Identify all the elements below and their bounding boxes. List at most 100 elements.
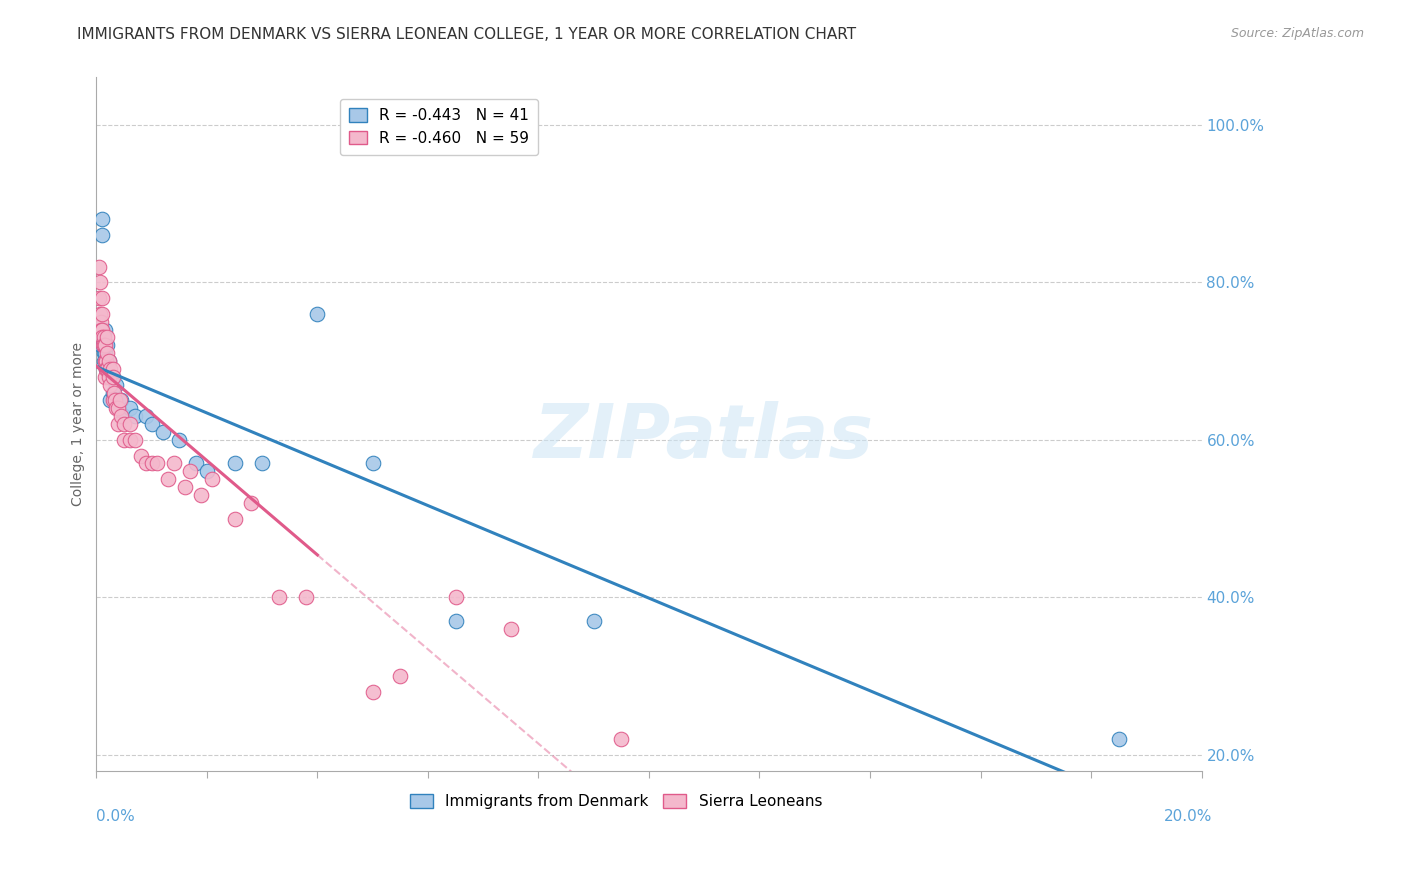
Point bbox=[107, 401, 129, 416]
Point bbox=[90, 338, 112, 352]
Point bbox=[141, 457, 163, 471]
Text: 0.0%: 0.0% bbox=[97, 809, 135, 824]
Point bbox=[201, 472, 224, 486]
Text: Source: ZipAtlas.com: Source: ZipAtlas.com bbox=[1230, 27, 1364, 40]
Point bbox=[90, 338, 112, 352]
Point bbox=[104, 377, 127, 392]
Point bbox=[124, 409, 146, 424]
Point bbox=[110, 409, 132, 424]
Point bbox=[108, 393, 131, 408]
Point bbox=[89, 307, 111, 321]
Point bbox=[135, 457, 157, 471]
Point bbox=[103, 393, 125, 408]
Point bbox=[224, 511, 246, 525]
Point bbox=[361, 457, 384, 471]
Text: IMMIGRANTS FROM DENMARK VS SIERRA LEONEAN COLLEGE, 1 YEAR OR MORE CORRELATION CH: IMMIGRANTS FROM DENMARK VS SIERRA LEONEA… bbox=[77, 27, 856, 42]
Point bbox=[90, 315, 112, 329]
Point bbox=[98, 362, 121, 376]
Point bbox=[90, 227, 112, 242]
Point bbox=[87, 291, 110, 305]
Point bbox=[240, 496, 263, 510]
Point bbox=[90, 322, 112, 336]
Point bbox=[94, 354, 117, 368]
Y-axis label: College, 1 year or more: College, 1 year or more bbox=[72, 342, 86, 506]
Point bbox=[101, 385, 124, 400]
Point bbox=[96, 362, 118, 376]
Point bbox=[173, 480, 195, 494]
Point bbox=[93, 330, 115, 344]
Point bbox=[224, 457, 246, 471]
Point bbox=[295, 591, 318, 605]
Point bbox=[96, 362, 118, 376]
Point bbox=[93, 338, 115, 352]
Point bbox=[184, 457, 207, 471]
Point bbox=[167, 433, 190, 447]
Point bbox=[250, 457, 273, 471]
Point bbox=[101, 393, 124, 408]
Point bbox=[582, 614, 605, 628]
Point bbox=[96, 338, 118, 352]
Point bbox=[118, 417, 141, 431]
Point bbox=[179, 464, 201, 478]
Point bbox=[91, 338, 114, 352]
Point bbox=[96, 362, 118, 376]
Point bbox=[97, 354, 120, 368]
Point bbox=[101, 369, 124, 384]
Point bbox=[94, 346, 117, 360]
Point bbox=[107, 401, 129, 416]
Point bbox=[104, 401, 127, 416]
Point bbox=[87, 330, 110, 344]
Point bbox=[103, 393, 125, 408]
Point bbox=[610, 732, 633, 747]
Point bbox=[90, 307, 112, 321]
Point bbox=[146, 457, 169, 471]
Legend: Immigrants from Denmark, Sierra Leoneans: Immigrants from Denmark, Sierra Leoneans bbox=[404, 788, 828, 815]
Point bbox=[96, 346, 118, 360]
Point bbox=[107, 417, 129, 431]
Point bbox=[90, 212, 112, 227]
Point bbox=[94, 369, 117, 384]
Point bbox=[195, 464, 218, 478]
Point bbox=[389, 669, 412, 683]
Point bbox=[444, 614, 467, 628]
Point bbox=[91, 338, 114, 352]
Point bbox=[94, 354, 117, 368]
Point bbox=[93, 338, 115, 352]
Point bbox=[163, 457, 186, 471]
Point bbox=[129, 449, 152, 463]
Point bbox=[90, 322, 112, 336]
Point bbox=[98, 369, 121, 384]
Point bbox=[124, 433, 146, 447]
Point bbox=[89, 275, 111, 289]
Point bbox=[1108, 732, 1130, 747]
Point bbox=[93, 322, 115, 336]
Point bbox=[361, 685, 384, 699]
Point bbox=[267, 591, 290, 605]
Point bbox=[98, 393, 121, 408]
Point bbox=[97, 369, 120, 384]
Point bbox=[94, 354, 117, 368]
Point bbox=[90, 291, 112, 305]
Point bbox=[141, 417, 163, 431]
Point bbox=[112, 409, 135, 424]
Point bbox=[97, 354, 120, 368]
Point bbox=[98, 377, 121, 392]
Text: ZIPatlas: ZIPatlas bbox=[534, 401, 875, 475]
Point bbox=[93, 354, 115, 368]
Point bbox=[118, 401, 141, 416]
Point bbox=[307, 307, 329, 321]
Point bbox=[101, 362, 124, 376]
Point bbox=[157, 472, 180, 486]
Point bbox=[96, 362, 118, 376]
Point bbox=[499, 622, 522, 636]
Point bbox=[190, 488, 212, 502]
Point bbox=[152, 425, 174, 439]
Point bbox=[91, 330, 114, 344]
Point bbox=[87, 260, 110, 274]
Point bbox=[118, 433, 141, 447]
Point bbox=[107, 393, 129, 408]
Point bbox=[444, 591, 467, 605]
Point bbox=[103, 385, 125, 400]
Point bbox=[112, 433, 135, 447]
Point bbox=[135, 409, 157, 424]
